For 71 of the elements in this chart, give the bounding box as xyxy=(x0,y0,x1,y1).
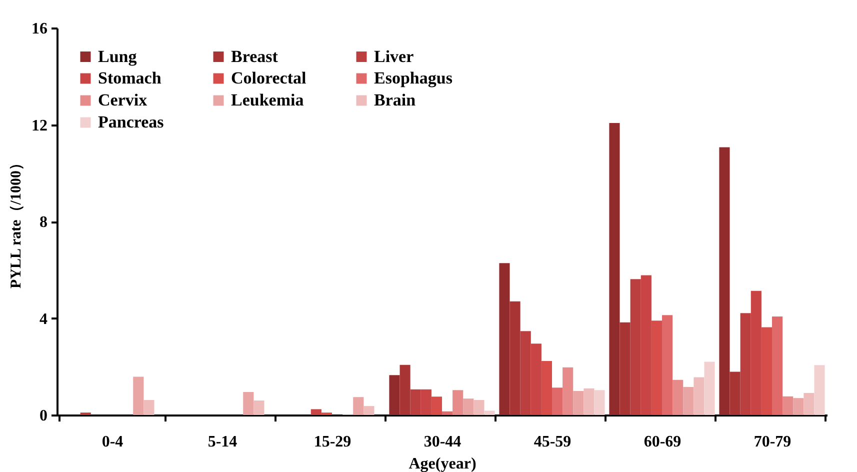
bar xyxy=(243,392,254,415)
bar xyxy=(630,279,641,415)
bar xyxy=(474,400,484,415)
legend-label: Esophagus xyxy=(374,68,453,88)
bar xyxy=(410,389,421,415)
bar xyxy=(484,410,495,415)
x-tick-label: 0-4 xyxy=(102,434,124,450)
bar xyxy=(584,388,594,415)
x-axis-title: Age(year) xyxy=(408,456,476,472)
bar xyxy=(463,398,474,415)
y-tick-label: 4 xyxy=(40,310,48,328)
bar xyxy=(452,390,464,415)
bar xyxy=(804,392,814,415)
bar xyxy=(814,365,825,415)
bar xyxy=(694,377,704,415)
bar xyxy=(793,398,804,415)
x-tick-label: 45-59 xyxy=(534,434,572,450)
bar xyxy=(420,389,432,415)
legend-label: Brain xyxy=(374,90,416,110)
bar xyxy=(442,411,453,415)
x-tick-label: 30-44 xyxy=(424,434,462,450)
legend-label: Colorectal xyxy=(231,68,306,88)
bar xyxy=(740,313,751,415)
legend-label: Pancreas xyxy=(98,112,164,132)
bar xyxy=(620,322,630,415)
bar xyxy=(609,123,620,415)
bar xyxy=(704,362,715,415)
legend-label: Liver xyxy=(374,46,414,66)
bar xyxy=(761,327,772,415)
bar xyxy=(520,331,531,415)
x-tick-label: 70-79 xyxy=(754,434,792,450)
bar xyxy=(651,320,662,415)
legend-label: Cervix xyxy=(98,90,148,110)
y-tick-label: 12 xyxy=(32,117,48,134)
bar xyxy=(254,400,264,415)
y-axis-title: PYLL rate（/1000） xyxy=(8,156,24,288)
bar xyxy=(541,361,552,415)
bar xyxy=(144,400,154,415)
y-tick-label: 0 xyxy=(40,408,48,424)
x-tick-label: 15-29 xyxy=(314,434,352,450)
bar xyxy=(499,263,510,415)
legend-label: Breast xyxy=(231,46,278,66)
bar xyxy=(510,301,520,415)
bar xyxy=(662,315,673,415)
bar xyxy=(640,275,652,415)
bar xyxy=(772,316,783,415)
bar xyxy=(133,376,144,415)
bar xyxy=(750,290,762,415)
bar xyxy=(530,344,542,415)
y-tick-label: 16 xyxy=(32,20,48,38)
bar xyxy=(719,147,730,415)
bar xyxy=(364,406,374,415)
bar xyxy=(683,386,694,415)
legend-label: Lung xyxy=(98,46,138,66)
bar xyxy=(573,391,584,415)
y-tick-label: 8 xyxy=(40,214,48,231)
bar xyxy=(389,375,400,415)
bar xyxy=(400,364,410,415)
bar xyxy=(353,397,364,415)
bar xyxy=(310,409,322,415)
bar xyxy=(730,372,740,415)
legend-label: Leukemia xyxy=(231,90,304,110)
x-tick-label: 5-14 xyxy=(208,434,238,450)
bar xyxy=(672,380,684,415)
bar xyxy=(431,396,442,415)
bar xyxy=(594,390,605,415)
legend-label: Stomach xyxy=(98,68,162,88)
bar xyxy=(552,388,563,415)
bar xyxy=(562,367,574,415)
x-tick-label: 60-69 xyxy=(644,434,682,450)
bar xyxy=(782,396,794,415)
